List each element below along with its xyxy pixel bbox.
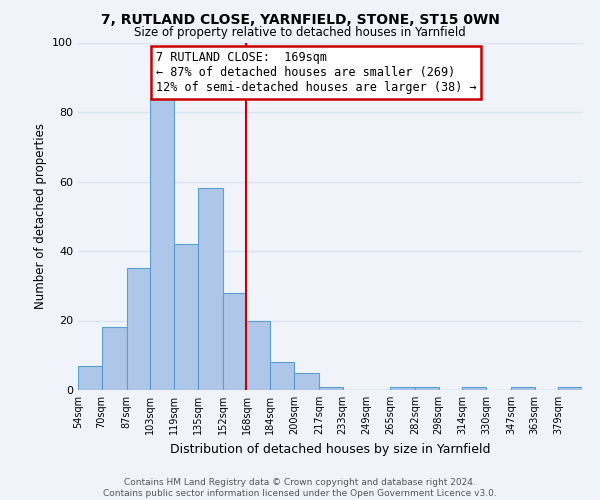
Bar [294,372,319,390]
Bar [127,268,151,390]
Bar [270,362,294,390]
Bar [174,244,198,390]
Bar [319,386,343,390]
Text: Size of property relative to detached houses in Yarnfield: Size of property relative to detached ho… [134,26,466,39]
Text: 7 RUTLAND CLOSE:  169sqm
← 87% of detached houses are smaller (269)
12% of semi-: 7 RUTLAND CLOSE: 169sqm ← 87% of detache… [156,51,477,94]
X-axis label: Distribution of detached houses by size in Yarnfield: Distribution of detached houses by size … [170,442,490,456]
Text: Contains HM Land Registry data © Crown copyright and database right 2024.
Contai: Contains HM Land Registry data © Crown c… [103,478,497,498]
Bar [223,292,247,390]
Bar [390,386,415,390]
Bar [415,386,439,390]
Bar [511,386,535,390]
Bar [101,328,127,390]
Bar [198,188,223,390]
Bar [462,386,486,390]
Bar [247,320,270,390]
Bar [78,366,101,390]
Bar [559,386,582,390]
Text: 7, RUTLAND CLOSE, YARNFIELD, STONE, ST15 0WN: 7, RUTLAND CLOSE, YARNFIELD, STONE, ST15… [101,12,499,26]
Y-axis label: Number of detached properties: Number of detached properties [34,123,47,309]
Bar [151,98,174,390]
